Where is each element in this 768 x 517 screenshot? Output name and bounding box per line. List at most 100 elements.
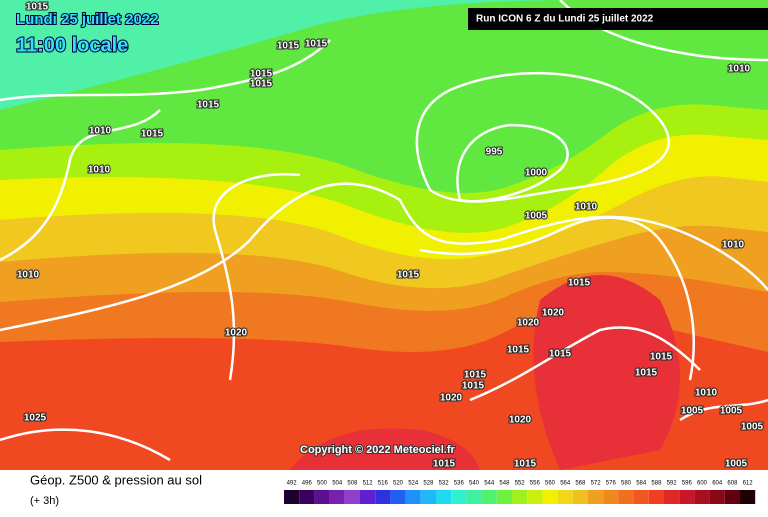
scale-label: 516	[378, 481, 389, 487]
scale-label: 588	[651, 481, 662, 487]
isobar-label: 1005	[725, 459, 748, 470]
scale-label: 560	[545, 481, 556, 487]
copyright: Copyright © 2022 Meteociel.fr	[300, 444, 456, 456]
scale-swatch	[299, 490, 315, 504]
isobar-label: 1015	[305, 39, 328, 50]
isobar-label: 1005	[525, 211, 548, 222]
scale-swatch	[420, 490, 436, 504]
scale-swatch	[724, 490, 740, 504]
isobar-label: 1015	[464, 370, 487, 381]
isobar-label: 1025	[24, 413, 47, 424]
scale-swatch	[375, 490, 391, 504]
scale-swatch	[679, 490, 695, 504]
scale-swatch	[360, 490, 376, 504]
scale-label: 580	[621, 481, 632, 487]
scale-label: 500	[317, 481, 328, 487]
run-info: Run ICON 6 Z du Lundi 25 juillet 2022	[476, 14, 654, 25]
scale-swatch	[709, 490, 725, 504]
scale-swatch	[648, 490, 664, 504]
scale-swatch	[603, 490, 619, 504]
isobar-label: 995	[486, 147, 503, 158]
isobar-label: 1005	[741, 422, 764, 433]
isobar-label: 1005	[681, 406, 704, 417]
scale-swatch	[466, 490, 482, 504]
scale-swatch	[436, 490, 452, 504]
isobar-label: 1020	[542, 308, 565, 319]
isobar-label: 1015	[250, 79, 273, 90]
scale-swatch	[405, 490, 421, 504]
isobar-label: 1020	[440, 393, 463, 404]
scale-label: 572	[591, 481, 602, 487]
scale-swatch	[451, 490, 467, 504]
scale-label: 612	[743, 481, 754, 487]
pressure-band	[290, 428, 480, 470]
scale-label: 540	[469, 481, 480, 487]
scale-label: 600	[697, 481, 708, 487]
scale-label: 508	[347, 481, 358, 487]
scale-swatch	[557, 490, 573, 504]
scale-label: 608	[727, 481, 738, 487]
scale-label: 552	[515, 481, 526, 487]
scale-label: 496	[302, 481, 313, 487]
isobar-label: 1020	[517, 318, 540, 329]
scale-swatch	[694, 490, 710, 504]
isobar-label: 1015	[462, 381, 485, 392]
isobar-label: 1015	[549, 349, 572, 360]
scale-swatch	[740, 490, 756, 504]
legend-title: Géop. Z500 & pression au sol	[30, 472, 202, 487]
isobar-label: 1015	[277, 41, 300, 52]
scale-label: 492	[287, 481, 298, 487]
scale-swatch	[618, 490, 634, 504]
isobar-label: 1010	[575, 202, 598, 213]
scale-swatch	[390, 490, 406, 504]
scale-swatch	[588, 490, 604, 504]
legend-subtitle: (+ 3h)	[30, 495, 59, 507]
isobar-label: 1015	[26, 2, 49, 13]
scale-label: 584	[636, 481, 647, 487]
isobar-label: 1010	[88, 165, 111, 176]
isobar-label: 1010	[728, 64, 751, 75]
scale-label: 564	[560, 481, 571, 487]
scale-swatch	[527, 490, 543, 504]
scale-swatch	[542, 490, 558, 504]
isobar-label: 1015	[635, 368, 658, 379]
scale-label: 576	[606, 481, 617, 487]
scale-swatch	[314, 490, 330, 504]
scale-swatch	[664, 490, 680, 504]
scale-swatch	[329, 490, 345, 504]
isobar-label: 1005	[720, 406, 743, 417]
isobar-label: 1010	[695, 388, 718, 399]
scale-swatch	[344, 490, 360, 504]
scale-swatch	[633, 490, 649, 504]
isobar-label: 1015	[433, 459, 456, 470]
scale-label: 548	[499, 481, 510, 487]
scale-label: 536	[454, 481, 465, 487]
isobar-label: 1010	[722, 240, 745, 251]
isobar-label: 1015	[507, 345, 530, 356]
isobar-label: 1015	[250, 69, 273, 80]
scale-label: 568	[575, 481, 586, 487]
scale-label: 604	[712, 481, 723, 487]
isobar-label: 1015	[568, 278, 591, 289]
scale-label: 544	[484, 481, 495, 487]
scale-label: 512	[363, 481, 374, 487]
isobar-label: 1000	[525, 168, 548, 179]
scale-swatch	[496, 490, 512, 504]
scale-label: 596	[682, 481, 693, 487]
isobar-label: 1015	[650, 352, 673, 363]
map	[0, 0, 768, 470]
scale-label: 524	[408, 481, 419, 487]
isobar-label: 1015	[141, 129, 164, 140]
run-box	[468, 8, 768, 30]
scale-swatch	[481, 490, 497, 504]
scale-swatch	[512, 490, 528, 504]
scale-label: 528	[423, 481, 434, 487]
pressure-band	[533, 275, 680, 470]
isobar-label: 1010	[17, 270, 40, 281]
scale-label: 520	[393, 481, 404, 487]
color-scale: 492 496 500 504 508 512 516 520 524 528 532 536 540 5…	[284, 481, 756, 504]
scale-swatch	[284, 490, 300, 504]
date: Lundi 25 juillet 2022	[16, 11, 159, 28]
